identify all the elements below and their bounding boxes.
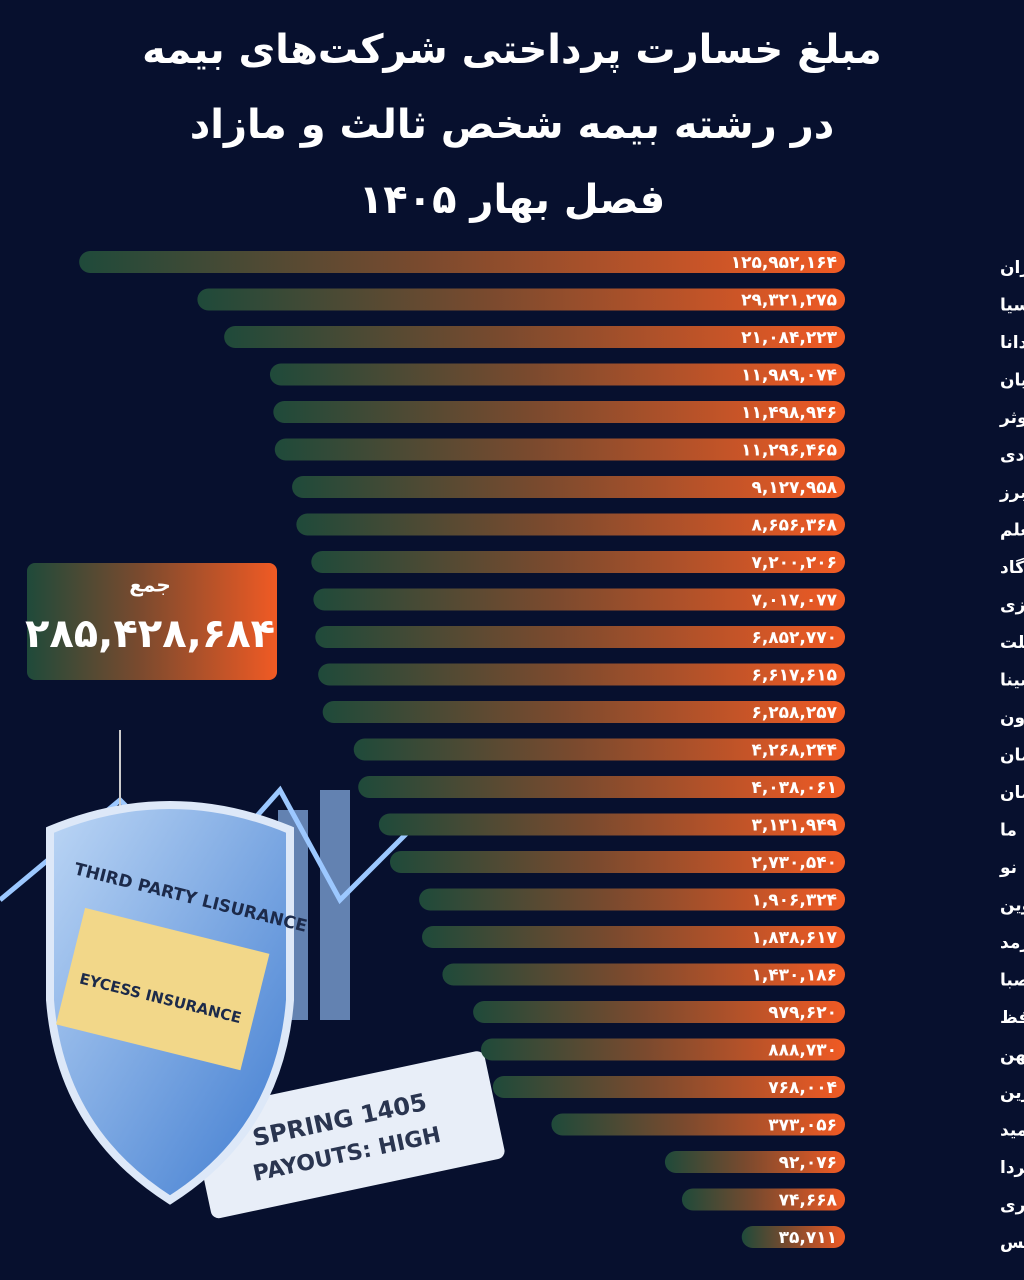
value-label: ۲,۷۳۰,۵۴۰ — [751, 853, 837, 873]
value-label: ۱۱,۴۹۸,۹۴۶ — [741, 403, 837, 423]
bar — [551, 1113, 845, 1136]
value-label: ۱۱,۲۹۶,۴۶۵ — [741, 441, 837, 461]
category-label: پارسیان — [1000, 371, 1024, 391]
bar — [318, 663, 845, 686]
bar — [273, 401, 845, 423]
category-label: حافظ — [1000, 1008, 1024, 1028]
bar — [378, 813, 845, 836]
value-label: ۶,۶۱۷,۶۱۵ — [751, 666, 837, 686]
bar — [741, 1226, 845, 1248]
bar — [292, 476, 845, 498]
category-label: امید — [1000, 1121, 1024, 1141]
category-label: تجارت نو — [999, 858, 1024, 878]
bar — [442, 963, 845, 986]
badge — [191, 1051, 505, 1219]
category-label: آسماری — [1000, 1194, 1024, 1216]
category-label: آسیا — [1000, 294, 1024, 316]
chart-title: فصل بهار ۱۴۰۵ — [359, 177, 665, 223]
value-label: ۱۲۵,۹۵۲,۱۶۴ — [731, 253, 837, 273]
category-label: هوشمند فردا — [1000, 1158, 1024, 1178]
total-value: ۲۸۵,۴۲۸,۶۸۴ — [25, 611, 275, 657]
bar — [311, 551, 845, 573]
category-label: کوثر — [999, 408, 1024, 428]
category-label: نوین — [1000, 896, 1024, 916]
value-label: ۷,۲۰۰,۲۰۶ — [751, 553, 837, 573]
value-label: ۲۹,۳۲۱,۲۷۵ — [741, 291, 837, 311]
category-label: معلم — [1000, 521, 1024, 541]
bar — [296, 513, 845, 536]
chart-title: مبلغ خسارت پرداختی شرکت‌های بیمه — [142, 27, 882, 73]
bar — [353, 738, 845, 761]
bar — [315, 626, 845, 648]
category-label: ما — [1000, 821, 1017, 841]
bar — [492, 1076, 845, 1098]
value-label: ۴,۰۳۸,۰۶۱ — [751, 778, 837, 798]
category-label: آرمان — [1000, 781, 1024, 803]
bar — [681, 1188, 845, 1211]
category-label: حکمت صبا — [1000, 971, 1024, 991]
category-label: دی — [1000, 446, 1024, 466]
category-label: دانا — [1000, 333, 1024, 353]
bar — [224, 326, 845, 348]
value-label: ۸,۶۵۶,۳۶۸ — [751, 516, 837, 536]
total-title: جمع — [129, 573, 170, 597]
bar — [322, 701, 845, 723]
value-label: ۱,۹۰۶,۳۲۴ — [751, 891, 837, 911]
category-label: ملت — [1000, 633, 1024, 653]
value-label: ۱,۴۳۰,۱۸۶ — [751, 966, 837, 986]
category-label: البرز — [999, 483, 1024, 503]
deco-bar — [320, 790, 350, 1020]
category-label: سامان — [1000, 746, 1024, 766]
value-label: ۷,۰۱۷,۰۷۷ — [751, 591, 837, 611]
value-label: ۴,۲۶۸,۲۴۴ — [751, 741, 837, 761]
category-label: ایران — [1000, 258, 1024, 278]
value-label: ۱۱,۹۸۹,۰۷۴ — [741, 366, 837, 386]
value-label: ۷۶۸,۰۰۴ — [768, 1078, 837, 1098]
value-label: ۲۱,۰۸۴,۲۲۳ — [741, 328, 838, 348]
bar — [358, 776, 845, 798]
illustration: SPRING 1405 PAYOUTS: HIGH THIRD PARTY LI… — [0, 730, 505, 1219]
value-label: ۹۲,۰۷۶ — [779, 1153, 837, 1173]
value-label: ۷۴,۶۶۸ — [779, 1191, 838, 1211]
category-label: سرمد — [1000, 933, 1024, 953]
shield-card — [56, 907, 270, 1071]
category-label: تعاون — [1000, 708, 1024, 728]
value-label: ۳۷۳,۰۵۶ — [768, 1116, 837, 1136]
bar — [274, 438, 845, 461]
bar — [481, 1038, 845, 1061]
bar — [473, 1001, 845, 1023]
bar — [389, 851, 845, 873]
category-label: رازی — [1000, 596, 1024, 616]
value-label: ۳,۱۳۱,۹۴۹ — [751, 816, 837, 836]
bar — [664, 1151, 845, 1173]
value-label: ۹۷۹,۶۲۰ — [768, 1003, 837, 1023]
bar — [422, 926, 845, 948]
bar — [269, 363, 845, 386]
category-label: میهن — [1000, 1046, 1024, 1066]
value-label: ۶,۸۵۲,۷۷۰ — [751, 628, 837, 648]
value-label: ۹,۱۲۷,۹۵۸ — [751, 478, 837, 498]
bar — [313, 588, 845, 611]
bar — [197, 288, 846, 311]
category-label: کارآفرین — [1000, 1081, 1024, 1103]
chart-title: در رشته بیمه شخص ثالث و مازاد — [190, 102, 835, 148]
category-label: پردیس — [1000, 1233, 1024, 1253]
value-label: ۸۸۸,۷۳۰ — [768, 1041, 837, 1061]
value-label: ۳۵,۷۱۱ — [779, 1228, 837, 1248]
value-label: ۶,۲۵۸,۲۵۷ — [751, 703, 837, 723]
bar — [419, 888, 845, 911]
total-box — [27, 563, 277, 680]
category-label: سینا — [1000, 671, 1024, 691]
bar — [79, 251, 846, 273]
value-label: ۱,۸۳۸,۶۱۷ — [751, 928, 837, 948]
category-label: پاسارگاد — [1000, 557, 1024, 578]
